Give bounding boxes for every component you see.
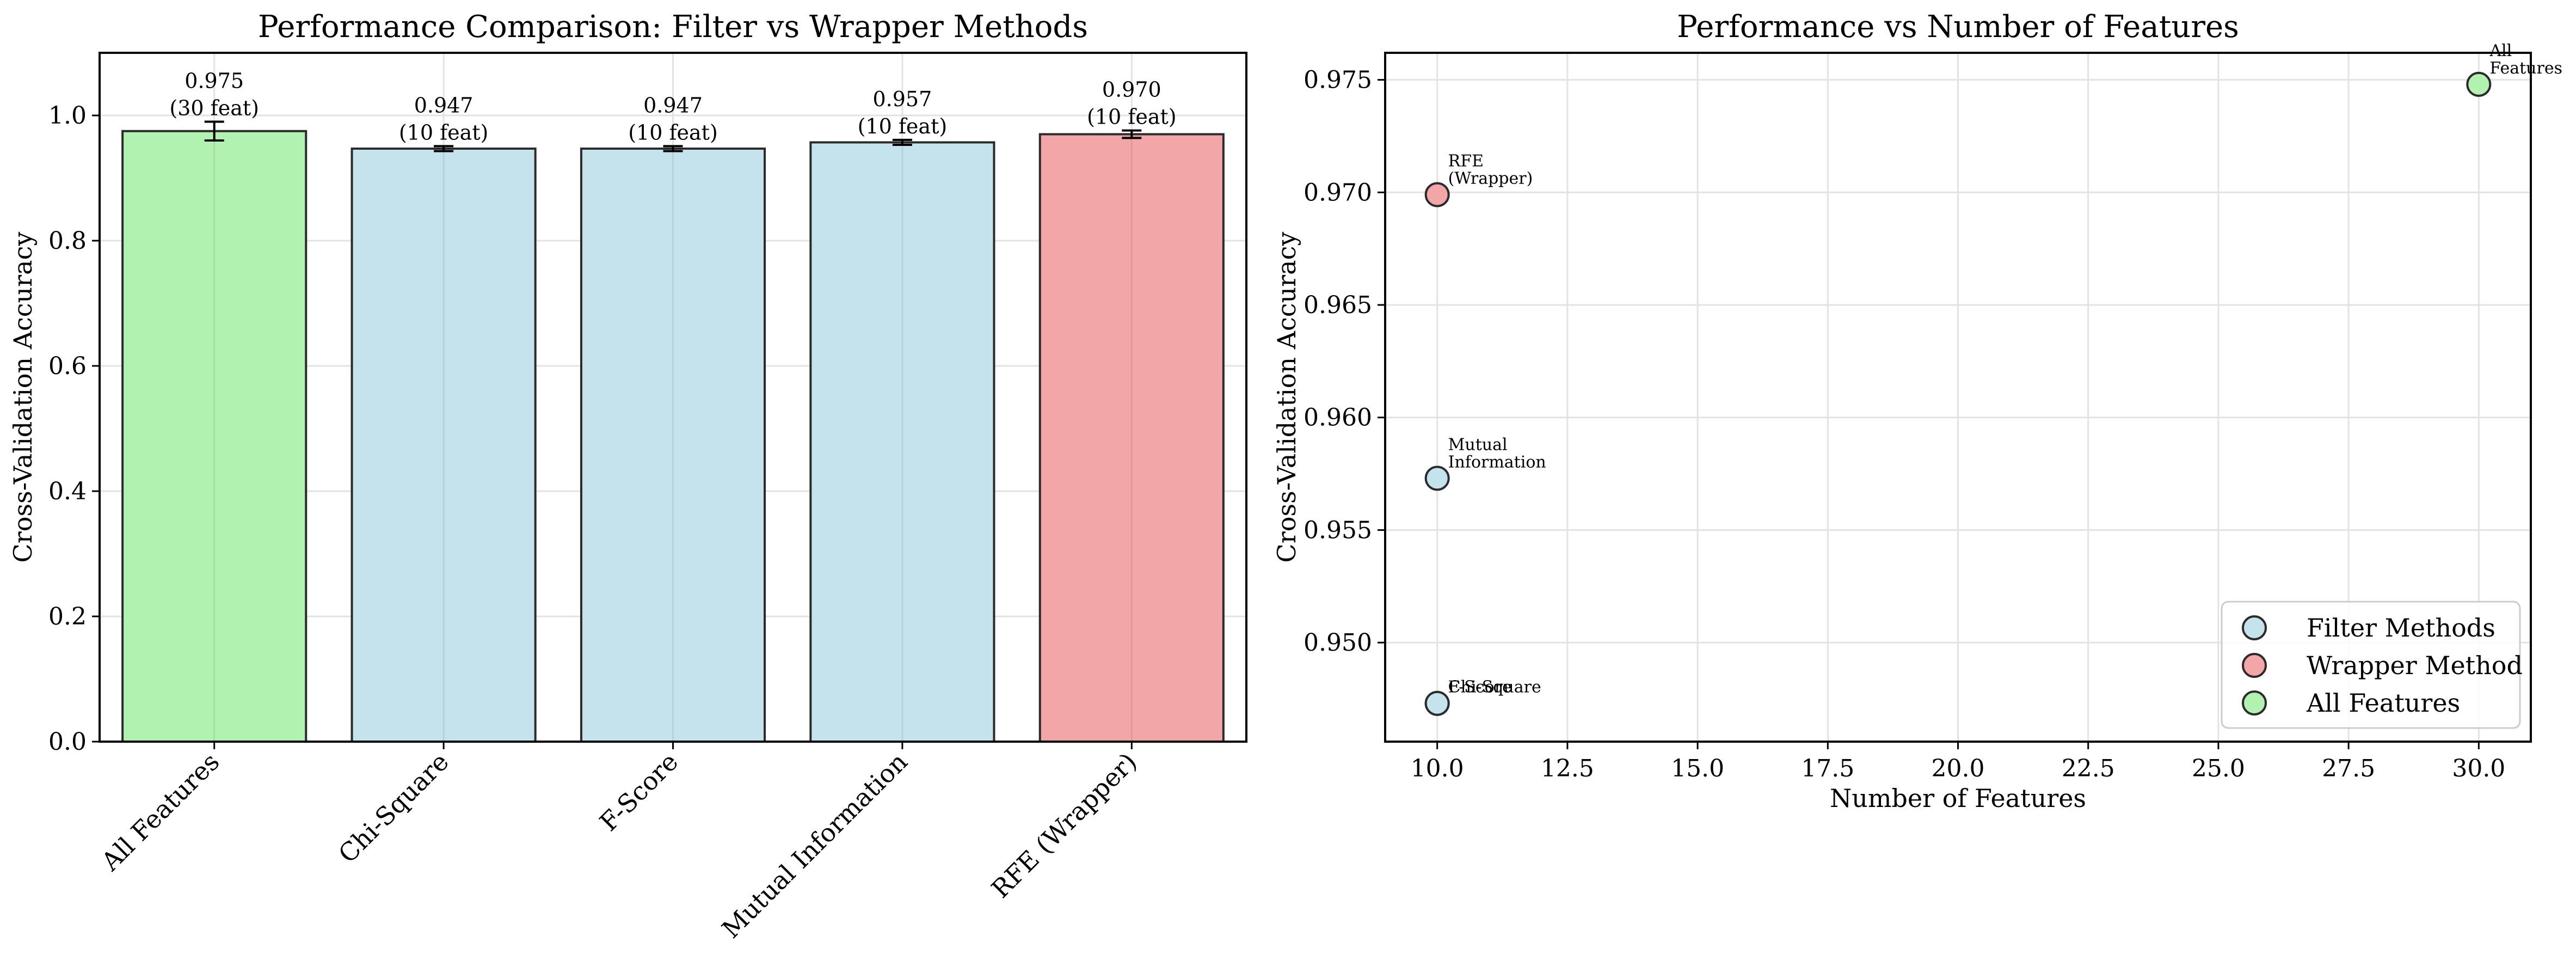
bar-mutual-information (809, 141, 995, 743)
x-tick-label: 25.0 (2192, 755, 2245, 782)
y-tick-label: 0.0 (48, 728, 87, 756)
x-tick-label: 10.0 (1411, 755, 1464, 782)
y-axis-label: Cross-Validation Accuracy (1272, 232, 1301, 563)
scatter-point-wrapper-method (1424, 182, 1450, 207)
y-tick-label: 0.8 (48, 227, 87, 255)
legend-box (2221, 601, 2521, 729)
chart-title: Performance vs Number of Features (1677, 9, 2239, 45)
bar-chart-panel: Performance Comparison: Filter vs Wrappe… (8, 9, 1247, 944)
bar-count-label: (10 feat) (858, 114, 948, 138)
point-annotation: Mutual (1448, 435, 1508, 454)
y-tick-label: 0.950 (1304, 629, 1372, 657)
bar-value-label: 0.957 (873, 87, 932, 111)
x-tick-label: RFE (Wrapper) (986, 747, 1142, 904)
bar-count-label: (10 feat) (1087, 105, 1177, 129)
bar-count-label: (10 feat) (399, 120, 489, 144)
legend-label: All Features (2306, 688, 2460, 718)
x-tick-label: F-Score (594, 747, 684, 837)
y-tick-label: 0.965 (1304, 291, 1372, 319)
x-tick-label: 27.5 (2322, 755, 2375, 782)
x-tick-label: 20.0 (1932, 755, 1985, 782)
point-annotation: F-Score (1448, 678, 1512, 697)
x-tick-label: Chi-Square (333, 747, 454, 869)
scatter-point-all-features (2466, 71, 2492, 97)
point-annotation: All (2489, 41, 2512, 60)
bar-value-label: 0.947 (643, 93, 703, 117)
y-tick-label: 0.955 (1304, 516, 1372, 544)
point-annotation: (Wrapper) (1448, 169, 1533, 188)
x-tick-label: 17.5 (1801, 755, 1854, 782)
point-annotation: RFE (1448, 151, 1484, 170)
legend-label: Wrapper Method (2307, 651, 2523, 680)
y-tick-label: 1.0 (48, 102, 87, 130)
x-tick-label: All Features (95, 747, 225, 877)
scatter-point-filter-methods (1424, 690, 1450, 716)
x-tick-label: 15.0 (1671, 755, 1724, 782)
point-annotation: Information (1448, 452, 1546, 472)
bar-value-label: 0.970 (1102, 78, 1161, 102)
y-tick-label: 0.970 (1304, 179, 1372, 206)
scatter-point-filter-methods (1424, 466, 1450, 491)
scatter-chart-panel: Performance vs Number of Features Chi-Squ… (1272, 9, 2562, 813)
y-tick-label: 0.4 (48, 478, 87, 505)
bar-f-score (580, 147, 766, 743)
bar-count-label: (30 feat) (169, 96, 259, 120)
x-tick-label: 22.5 (2062, 755, 2115, 782)
x-tick-label: Mutual Information (716, 747, 913, 944)
point-annotation: Features (2489, 59, 2562, 78)
y-tick-label: 0.960 (1304, 404, 1372, 432)
legend: Filter Methods Wrapper Method All Features (2221, 601, 2523, 729)
legend-marker (2242, 690, 2267, 715)
bar-rfe-wrapper- (1038, 133, 1225, 743)
x-tick-label: 30.0 (2452, 755, 2505, 782)
bar-count-label: (10 feat) (628, 120, 718, 144)
legend-marker (2242, 653, 2267, 678)
bar-value-label: 0.947 (414, 93, 474, 117)
y-tick-label: 0.975 (1304, 66, 1372, 94)
y-tick-label: 0.6 (48, 352, 87, 380)
bar-value-label: 0.975 (185, 69, 244, 93)
x-axis-label: Number of Features (1830, 784, 2086, 813)
legend-label: Filter Methods (2307, 613, 2495, 643)
y-axis-label: Cross-Validation Accuracy (8, 232, 38, 563)
point-annotation: Chi-Square (1448, 678, 1541, 697)
y-tick-label: 0.2 (48, 603, 87, 631)
bar-all-features (121, 130, 308, 743)
bar-chi-square (351, 147, 537, 743)
legend-marker (2242, 615, 2267, 640)
chart-title: Performance Comparison: Filter vs Wrappe… (258, 9, 1088, 45)
x-tick-label: 12.5 (1541, 755, 1594, 782)
